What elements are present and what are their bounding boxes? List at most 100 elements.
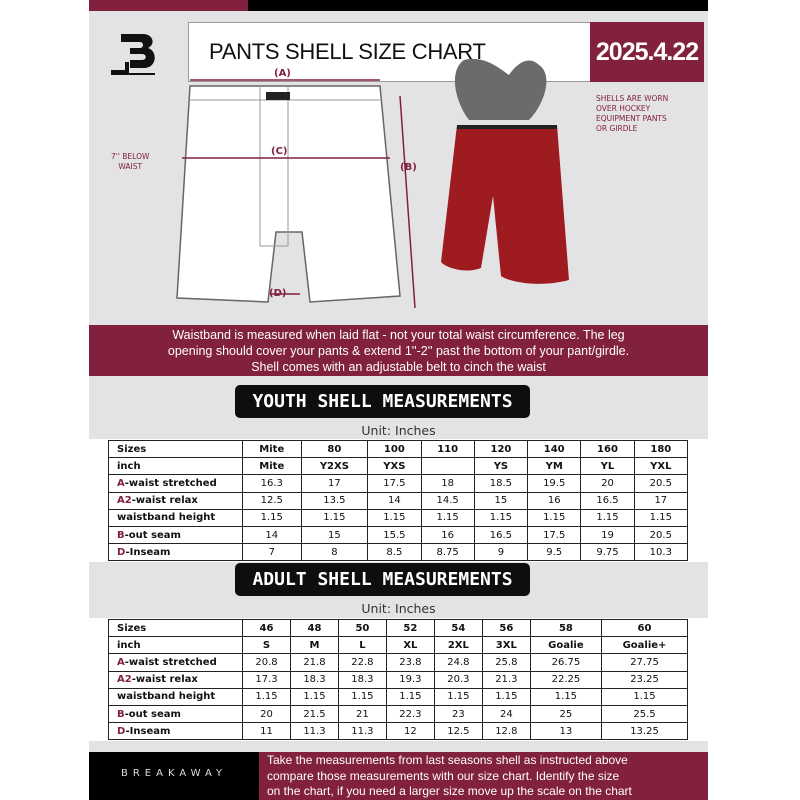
table-cell: 22.3 [385,704,435,724]
table-cell: 27.75 [601,653,688,672]
table-cell: 17.5 [527,525,582,545]
row-label: inch [108,636,243,655]
table-cell: 16 [420,525,475,545]
table-cell: 20.5 [633,525,689,545]
table-cell: 1.15 [242,508,302,527]
table-cell: 1.15 [473,508,529,527]
table-cell: 13.5 [300,491,369,510]
measure-letter: D [117,725,126,737]
table-cell: 9.75 [580,543,635,562]
table-cell: 8.75 [420,543,475,562]
table-cell: YL [580,457,635,476]
table-cell: 26.75 [529,653,603,672]
table-cell: 17 [300,474,369,493]
table-cell: 25 [529,704,603,724]
table-cell: S [242,636,291,655]
table-cell: 7 [242,543,302,562]
table-cell: YS [473,457,529,476]
size-chart-page: PANTS SHELL SIZE CHART 2025.4.22 (A) (C)… [89,0,708,800]
table-cell: 18.3 [337,670,387,689]
table-cell: 20 [580,474,635,493]
row-label: waistband height [108,687,243,706]
table-cell: 2XL [433,636,483,655]
table-cell: 9 [473,543,529,562]
youth-title: YOUTH SHELL MEASUREMENTS [235,385,530,418]
footer-instructions: Take the measurements from last seasons … [259,752,708,800]
row-label: waistband height [108,508,243,527]
table-cell: 24 [481,704,531,724]
table-cell: 18.5 [473,474,529,493]
table-cell: 110 [420,439,475,459]
table-cell: 1.15 [300,508,369,527]
table-cell: 19 [580,525,635,545]
table-cell: 1.15 [337,687,387,706]
table-cell: 12.5 [433,722,483,741]
measure-name: -out seam [124,708,181,720]
measure-name: inch [117,460,141,472]
table-cell: 15.5 [367,525,422,545]
table-cell: 24.8 [433,653,483,672]
table-cell: 17.3 [242,670,291,689]
table-cell: 19.5 [527,474,582,493]
date-badge: 2025.4.22 [590,22,704,82]
table-cell: 120 [473,439,529,459]
measure-letter: D [117,546,126,558]
measure-name: -Inseam [125,725,171,737]
table-cell: 22.8 [337,653,387,672]
note-line: SHELLS ARE WORN [596,94,669,103]
youth-size-table: Sizes Mite 80 100 110 120 140 160 180 inch Mite Y2X… [108,439,689,562]
table-cell: 1.15 [580,508,635,527]
shorts-diagram [176,79,416,309]
table-cell: 50 [337,618,387,638]
table-cell: 25.5 [601,704,688,724]
note-line: OVER HOCKEY [596,104,651,113]
table-cell: 13.25 [601,722,688,741]
table-cell: 8 [300,543,369,562]
table-cell: 21 [337,704,387,724]
table-row: Sizes 46 48 50 52 54 56 58 60 [108,618,688,638]
footer-line: on the chart, if you need a larger size … [267,784,632,798]
measure-name: -waist relax [131,495,198,507]
table-cell: 1.15 [385,687,435,706]
table-cell: 9.5 [527,543,582,562]
footer-line: compare those measurements with our size… [267,768,620,783]
table-cell: 180 [633,439,689,459]
table-cell: 18.3 [289,670,339,689]
table-cell: 20.5 [633,474,689,493]
table-row: A-waist stretched 20.8 21.8 22.8 23.8 24.8 25.… [108,653,688,672]
table-cell: 13 [529,722,603,741]
table-cell: 58 [529,618,603,638]
shell-note: SHELLS ARE WORN OVER HOCKEY EQUIPMENT PANT… [596,94,668,134]
table-row: A2-waist relax 17.3 18.3 18.3 19.3 20.3 21.3 22… [108,670,688,689]
table-cell: 48 [289,618,339,638]
youth-unit: Unit: Inches [361,423,436,438]
table-cell: 11 [242,722,291,741]
table-row: A-waist stretched 16.3 17 17.5 18 18.5 19.5 20 2… [108,474,689,493]
row-label: A2-waist relax [108,491,243,510]
table-cell: 1.15 [601,687,688,706]
table-cell: 52 [385,618,435,638]
table-row: D-Inseam 11 11.3 11.3 12 12.5 12.8 13 13.25 [108,722,688,741]
row-label: B-out seam [108,525,243,545]
breakaway-logo-icon [111,34,155,75]
table-cell: 21.8 [289,653,339,672]
table-cell: 12.5 [242,491,302,510]
table-cell: 21.3 [481,670,531,689]
table-cell: 23.25 [601,670,688,689]
footer-brand-panel [89,752,259,800]
table-cell: 3XL [481,636,531,655]
table-cell: 20.3 [433,670,483,689]
row-label: Sizes [108,618,243,638]
measure-letter: B [117,708,125,720]
table-cell: 1.15 [242,687,291,706]
table-cell: 17.5 [367,474,422,493]
table-cell: 20.8 [242,653,291,672]
top-accent-bar [89,0,248,11]
adult-unit: Unit: Inches [361,601,436,616]
table-cell: 1.15 [527,508,582,527]
table-cell: 1.15 [433,687,483,706]
row-label: B-out seam [108,704,243,724]
label-b: (B) [400,162,417,173]
measure-name: inch [117,639,141,651]
table-cell: 21.5 [289,704,339,724]
